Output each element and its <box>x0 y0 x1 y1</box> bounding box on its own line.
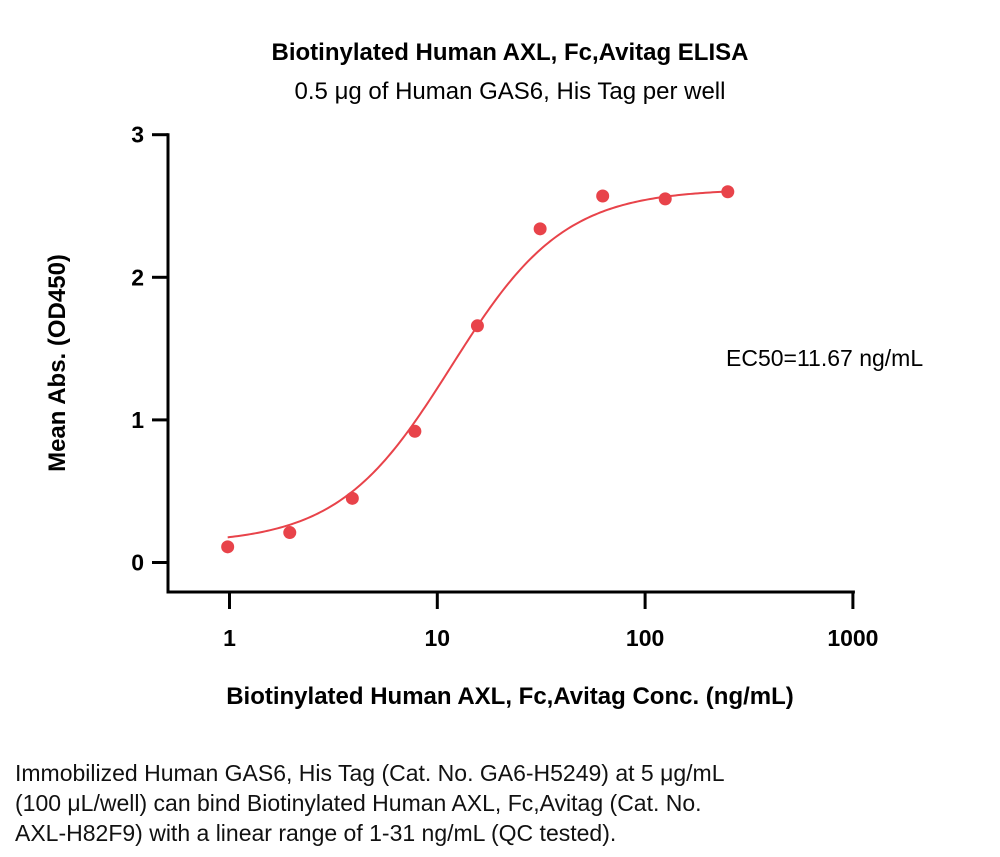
y-tick-label: 2 <box>131 264 144 290</box>
y-tick-label: 1 <box>131 407 144 433</box>
x-axis-label: Biotinylated Human AXL, Fc,Avitag Conc. … <box>226 683 794 710</box>
axes: 1 10 100 1000 0 1 2 3 <box>131 122 878 651</box>
y-axis-label: Mean Abs. (OD450) <box>44 254 71 472</box>
ec50-annotation: EC50=11.67 ng/mL <box>726 345 923 371</box>
caption-line: AXL-H82F9) with a linear range of 1-31 n… <box>15 820 617 846</box>
x-tick-label: 1000 <box>827 625 878 651</box>
elisa-chart: Biotinylated Human AXL, Fc,Avitag ELISA … <box>44 39 923 710</box>
chart-title: Biotinylated Human AXL, Fc,Avitag ELISA <box>272 39 749 66</box>
y-tick-label: 3 <box>131 122 144 148</box>
data-point <box>345 491 359 505</box>
data-point <box>470 319 484 333</box>
data-point <box>408 424 422 438</box>
data-point <box>533 222 547 236</box>
y-tick-label: 0 <box>131 550 144 576</box>
chart-subtitle: 0.5 μg of Human GAS6, His Tag per well <box>295 78 726 105</box>
x-tick-label: 100 <box>626 625 664 651</box>
fit-curve <box>227 190 728 539</box>
x-tick-label: 10 <box>425 625 451 651</box>
caption-line: Immobilized Human GAS6, His Tag (Cat. No… <box>15 760 725 786</box>
data-point <box>283 526 297 540</box>
data-point <box>596 189 610 203</box>
data-points <box>221 185 735 554</box>
data-point <box>721 185 735 199</box>
figure-caption: Immobilized Human GAS6, His Tag (Cat. No… <box>15 758 915 848</box>
data-point <box>221 540 235 554</box>
x-tick-label: 1 <box>223 625 236 651</box>
data-point <box>658 192 672 206</box>
caption-line: (100 μL/well) can bind Biotinylated Huma… <box>15 790 702 816</box>
